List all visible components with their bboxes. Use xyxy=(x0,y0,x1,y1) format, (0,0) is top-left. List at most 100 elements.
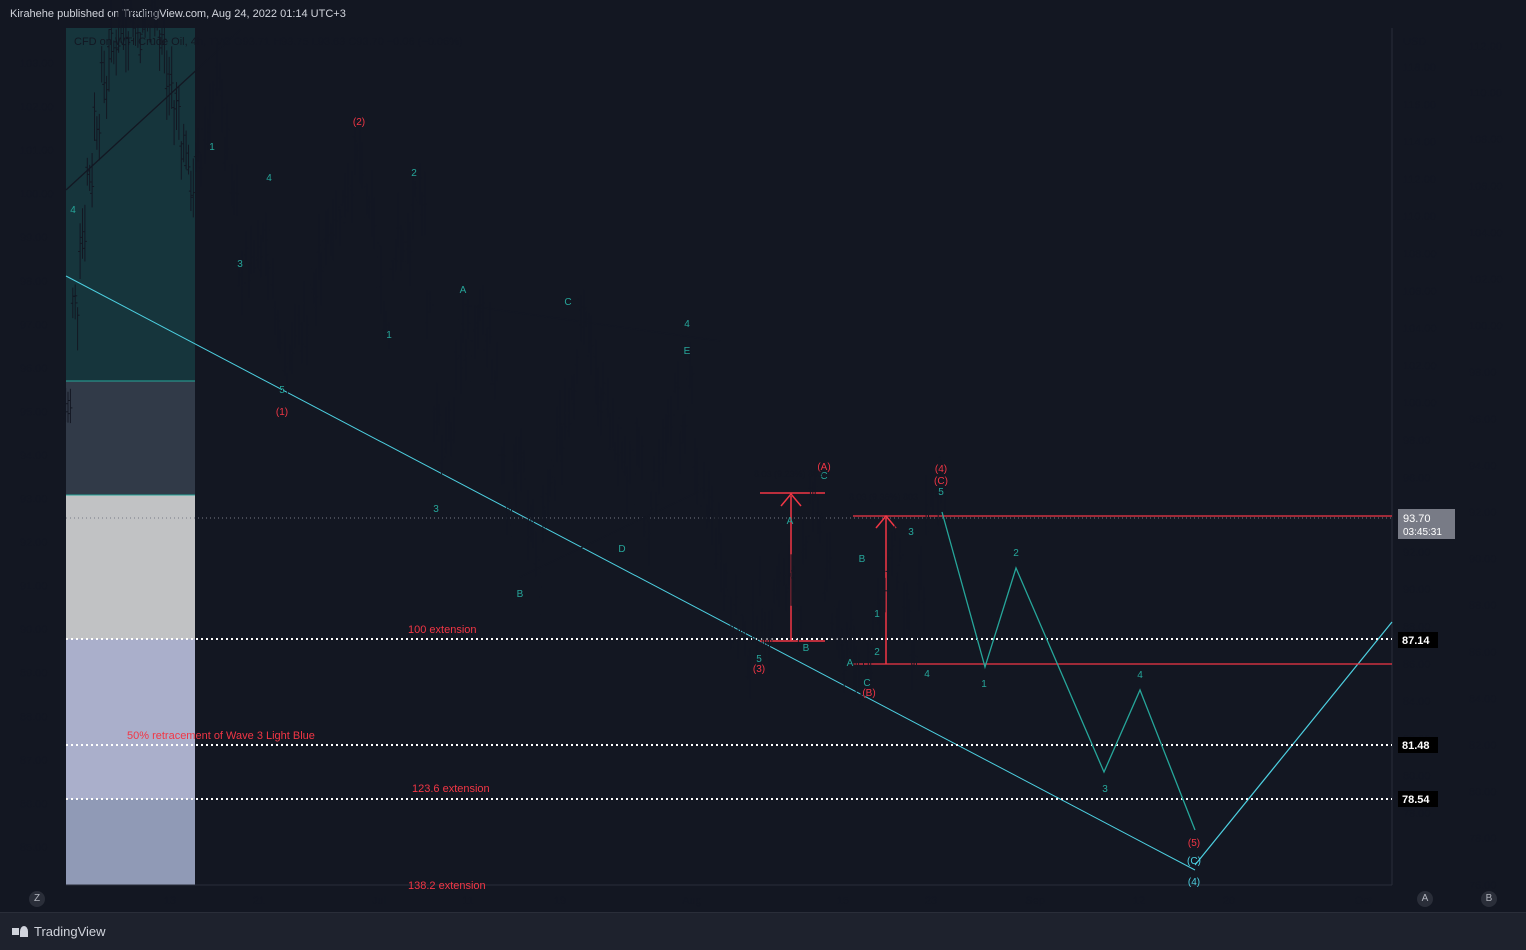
y-mid-tick: 108.00 xyxy=(1403,249,1437,261)
y-mid-tick: 100.00 xyxy=(1403,398,1437,410)
y-left-tick: 101.00 xyxy=(20,145,54,157)
y-axis-right: 112.00 110.00 108.00 106.00 104.00 102.00 100.… xyxy=(1469,41,1503,892)
y-right-tick: 112.00 xyxy=(1469,41,1502,53)
candlesticks xyxy=(63,0,948,725)
projection-wave xyxy=(941,511,1196,831)
y-axis-middle: 118.00 116.00 114.00 112.00 110.00 108.00 106.… xyxy=(1403,62,1437,820)
y-left-tick: 95.00 xyxy=(20,406,48,418)
y-mid-tick: 84.00 xyxy=(1403,696,1431,708)
wave-label: D xyxy=(618,544,625,555)
wave-label: 3 xyxy=(1102,784,1108,795)
x-tick: 11 xyxy=(462,895,473,907)
wave-label: 2 xyxy=(411,168,417,179)
y-left-tick: 85.00 xyxy=(20,842,48,854)
y-left-tick: 93.00 xyxy=(20,494,48,506)
y-right-tick: 108.00 xyxy=(1469,134,1503,146)
y-right-tick: 88.00 xyxy=(1469,600,1497,612)
y-mid-tick: 88.00 xyxy=(1403,622,1431,634)
y-left-tick: 100.00 xyxy=(20,189,54,201)
triangle-lower xyxy=(519,490,701,578)
auto-scale-button[interactable]: A xyxy=(1417,891,1433,907)
y-mid-tick: 96.00 xyxy=(1403,472,1431,484)
footer-bar: TradingView xyxy=(0,912,1526,950)
level-tag-78 xyxy=(1398,791,1438,807)
wave-label: 4 xyxy=(70,205,76,216)
level-tag-81-text: 81.48 xyxy=(1402,740,1430,752)
y-left-tick: 98.00 xyxy=(20,276,48,288)
level-tag-81 xyxy=(1398,737,1438,753)
y-left-tick: 87.00 xyxy=(20,755,48,767)
wave-label: (4) xyxy=(1188,877,1200,888)
wave-label: (4) xyxy=(935,464,947,475)
wave-label: 4 xyxy=(266,173,272,184)
y-mid-tick: 104.00 xyxy=(1403,323,1437,335)
y-axis-left: 103.00 102.00 101.00 100.00 99.00 98.00 97.00 9… xyxy=(20,58,54,854)
ext100-label: 100 extension xyxy=(408,624,477,636)
log-scale-button[interactable]: B xyxy=(1481,891,1497,907)
ext1236-label: 123.6 extension xyxy=(412,783,490,795)
y-mid-tick: 80.00 xyxy=(1403,771,1431,783)
wave-label: 3 xyxy=(433,504,439,515)
wave-label: 2 xyxy=(1013,548,1019,559)
wave-label: 3 xyxy=(908,527,914,538)
y-mid-tick: 98.00 xyxy=(1403,435,1431,447)
y-right-tick: 110.00 xyxy=(1469,88,1502,100)
y-left-tick: 99.00 xyxy=(20,232,48,244)
lower-trendline xyxy=(65,275,1196,871)
wave-label: 5 xyxy=(279,385,285,396)
y-mid-tick: 110.00 xyxy=(1403,211,1436,223)
y-left-tick: 96.00 xyxy=(20,363,48,375)
last-price: 93.70 xyxy=(1403,513,1431,525)
currency-label: USD xyxy=(1403,36,1426,48)
y-mid-tick: 116.00 xyxy=(1403,99,1436,111)
tradingview-logo[interactable]: TradingView xyxy=(12,924,106,939)
tradingview-logo-icon xyxy=(12,926,28,937)
x-tick: Oct xyxy=(1354,895,1371,907)
x-tick: Sep xyxy=(1025,895,1045,907)
y-mid-tick: 92.00 xyxy=(1403,547,1431,559)
wave-label: 4 xyxy=(924,669,930,680)
y-left-tick: 90.00 xyxy=(20,624,48,636)
y-right-tick: 84.00 xyxy=(1469,693,1497,705)
projection-c-wave xyxy=(1194,621,1393,866)
y-left-tick: 88.00 xyxy=(20,711,48,723)
measure-label-1: 8.03 (9.23%) 803 xyxy=(754,469,823,479)
y-right-tick: 96.00 xyxy=(1469,414,1497,426)
fib-zone-green xyxy=(66,28,195,381)
x-tick: Aug xyxy=(682,895,702,907)
level-tag-78-text: 78.54 xyxy=(1402,794,1430,806)
price-chart[interactable]: 4 1 4 3 5 (1) (2) 2 1 3 A C 4 E B D 5 (3… xyxy=(0,0,1526,912)
y-right-tick: 90.00 xyxy=(1469,554,1497,566)
wave-label: C xyxy=(564,297,571,308)
wave-label: E xyxy=(684,346,691,357)
level-tag-87-text: 87.14 xyxy=(1402,635,1430,647)
y-left-tick: 102.00 xyxy=(20,102,54,114)
wave-label: A xyxy=(847,658,854,669)
x-tick: 15 xyxy=(837,895,849,907)
y-right-tick: 76.00 xyxy=(1469,880,1497,892)
ohlc-legend: CFD on WTI Crude Oil, 4h, TVC O93.71 H93… xyxy=(74,36,463,48)
publisher-text: Kirahehe published on TradingView.com, A… xyxy=(10,8,346,20)
y-right-tick: 94.00 xyxy=(1469,460,1497,472)
x-tick: 19 xyxy=(554,895,566,907)
wave-label: B xyxy=(803,643,810,654)
wave-label: (1) xyxy=(276,407,288,418)
y-left-tick: 89.00 xyxy=(20,668,48,680)
x-tick: 13 xyxy=(164,895,176,907)
zoom-reset-button[interactable]: Z xyxy=(29,891,45,907)
y-right-tick: 102.00 xyxy=(1469,274,1503,286)
y-left-tick: 94.00 xyxy=(20,450,48,462)
fib-zone-slate xyxy=(66,799,195,885)
fib-zone-lightblue xyxy=(66,381,195,495)
fib-zone-blue xyxy=(66,639,195,799)
brand-name: TradingView xyxy=(34,924,106,939)
wave-label: B xyxy=(859,554,866,565)
wave-label: 1 xyxy=(209,142,215,153)
wave-label: (5) xyxy=(1188,838,1200,849)
wave-label: 4 xyxy=(684,319,690,330)
y-mid-tick: 114.00 xyxy=(1403,137,1436,149)
wave-label: (C) xyxy=(1187,856,1201,867)
y-mid-tick: 106.00 xyxy=(1403,286,1437,298)
y-right-tick: 82.00 xyxy=(1469,740,1497,752)
y-left-tick: 92.00 xyxy=(20,537,48,549)
